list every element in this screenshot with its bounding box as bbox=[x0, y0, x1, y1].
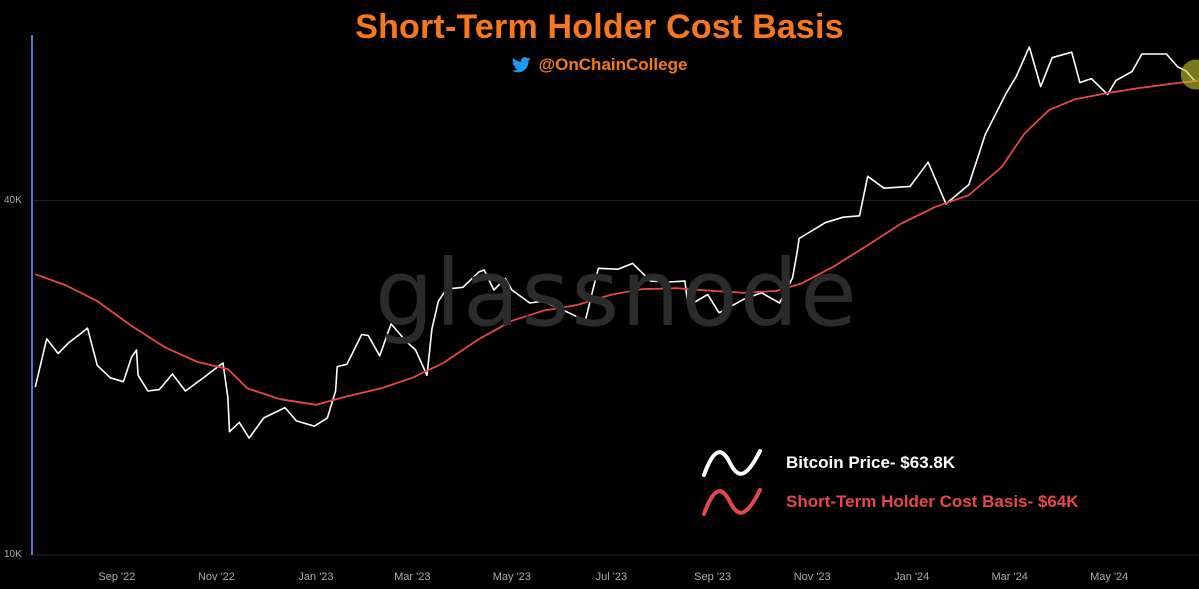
x-tick-label: Jan '24 bbox=[894, 571, 930, 583]
twitter-handle[interactable]: @OnChainCollege bbox=[0, 55, 1199, 75]
x-tick-label: Sep '23 bbox=[694, 571, 732, 583]
y-tick-label: 10K bbox=[4, 549, 22, 560]
price-line bbox=[34, 46, 1198, 439]
x-tick-label: Jan '23 bbox=[298, 571, 334, 583]
latest-point-highlight bbox=[1180, 59, 1199, 90]
x-tick-label: Nov '22 bbox=[197, 571, 235, 583]
x-tick-label: Mar '24 bbox=[991, 571, 1028, 583]
x-tick-label: May '23 bbox=[492, 571, 531, 583]
x-tick-label: Mar '23 bbox=[394, 571, 431, 583]
x-tick-label: Sep '22 bbox=[98, 571, 136, 583]
x-tick-label: May '24 bbox=[1090, 571, 1129, 583]
legend-swatch-cost-basis bbox=[702, 488, 762, 516]
twitter-bird-icon bbox=[511, 57, 531, 73]
legend-label-cost-basis: Short-Term Holder Cost Basis- $64K bbox=[786, 492, 1079, 511]
twitter-handle-text: @OnChainCollege bbox=[538, 55, 688, 74]
legend-item-cost-basis: Short-Term Holder Cost Basis- $64K bbox=[700, 480, 1079, 524]
chart-title: Short-Term Holder Cost Basis bbox=[355, 8, 844, 46]
legend-swatch-price bbox=[702, 449, 762, 477]
x-tick-label: Nov '23 bbox=[793, 571, 831, 583]
cost-basis-line bbox=[34, 79, 1198, 406]
y-tick-label: 40K bbox=[4, 194, 22, 206]
legend-item-price: Bitcoin Price- $63.8K bbox=[700, 441, 955, 485]
watermark: glassnode bbox=[375, 240, 859, 347]
legend-label-price: Bitcoin Price- $63.8K bbox=[786, 453, 956, 472]
x-tick-label: Jul '23 bbox=[595, 571, 628, 583]
